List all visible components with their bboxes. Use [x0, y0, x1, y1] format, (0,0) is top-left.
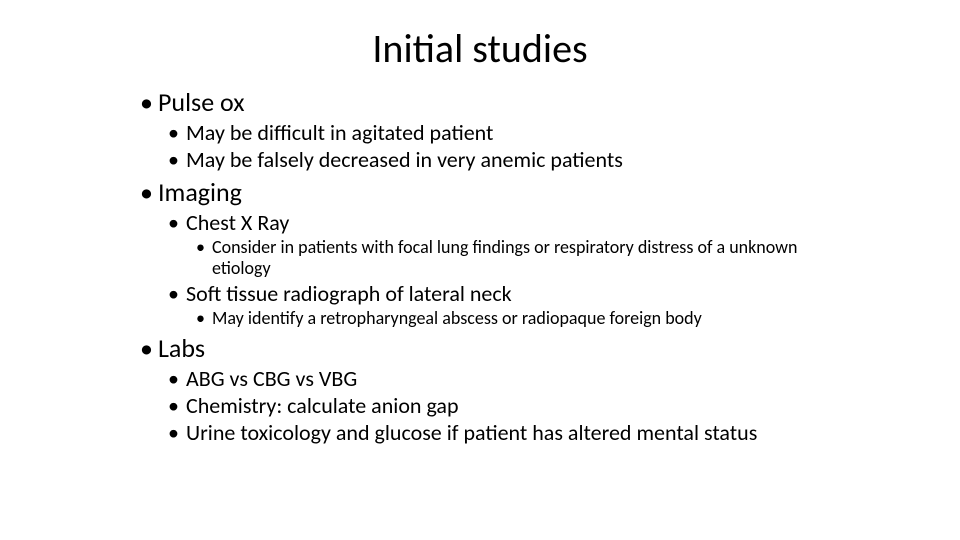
bullet-labs-a: ABG vs CBG vs VBG	[168, 366, 840, 391]
bullet-chest-xray-a: Consider in patients with focal lung fin…	[196, 237, 840, 278]
bullet-chest-xray: Chest X Ray	[168, 210, 840, 235]
bullet-pulse-ox: Pulse ox	[140, 87, 840, 118]
slide-content: Pulse ox May be difficult in agitated pa…	[0, 87, 960, 446]
bullet-soft-tissue-a: May identify a retropharyngeal abscess o…	[196, 308, 840, 329]
bullet-soft-tissue: Soft tissue radiograph of lateral neck	[168, 281, 840, 306]
bullet-labs-c: Urine toxicology and glucose if patient …	[168, 420, 840, 445]
bullet-pulse-ox-b: May be falsely decreased in very anemic …	[168, 147, 840, 172]
bullet-labs: Labs	[140, 333, 840, 364]
slide-title: Initial studies	[0, 0, 960, 83]
bullet-labs-b: Chemistry: calculate anion gap	[168, 393, 840, 418]
bullet-pulse-ox-a: May be difficult in agitated patient	[168, 120, 840, 145]
slide: Initial studies Pulse ox May be difficul…	[0, 0, 960, 540]
bullet-imaging: Imaging	[140, 177, 840, 208]
